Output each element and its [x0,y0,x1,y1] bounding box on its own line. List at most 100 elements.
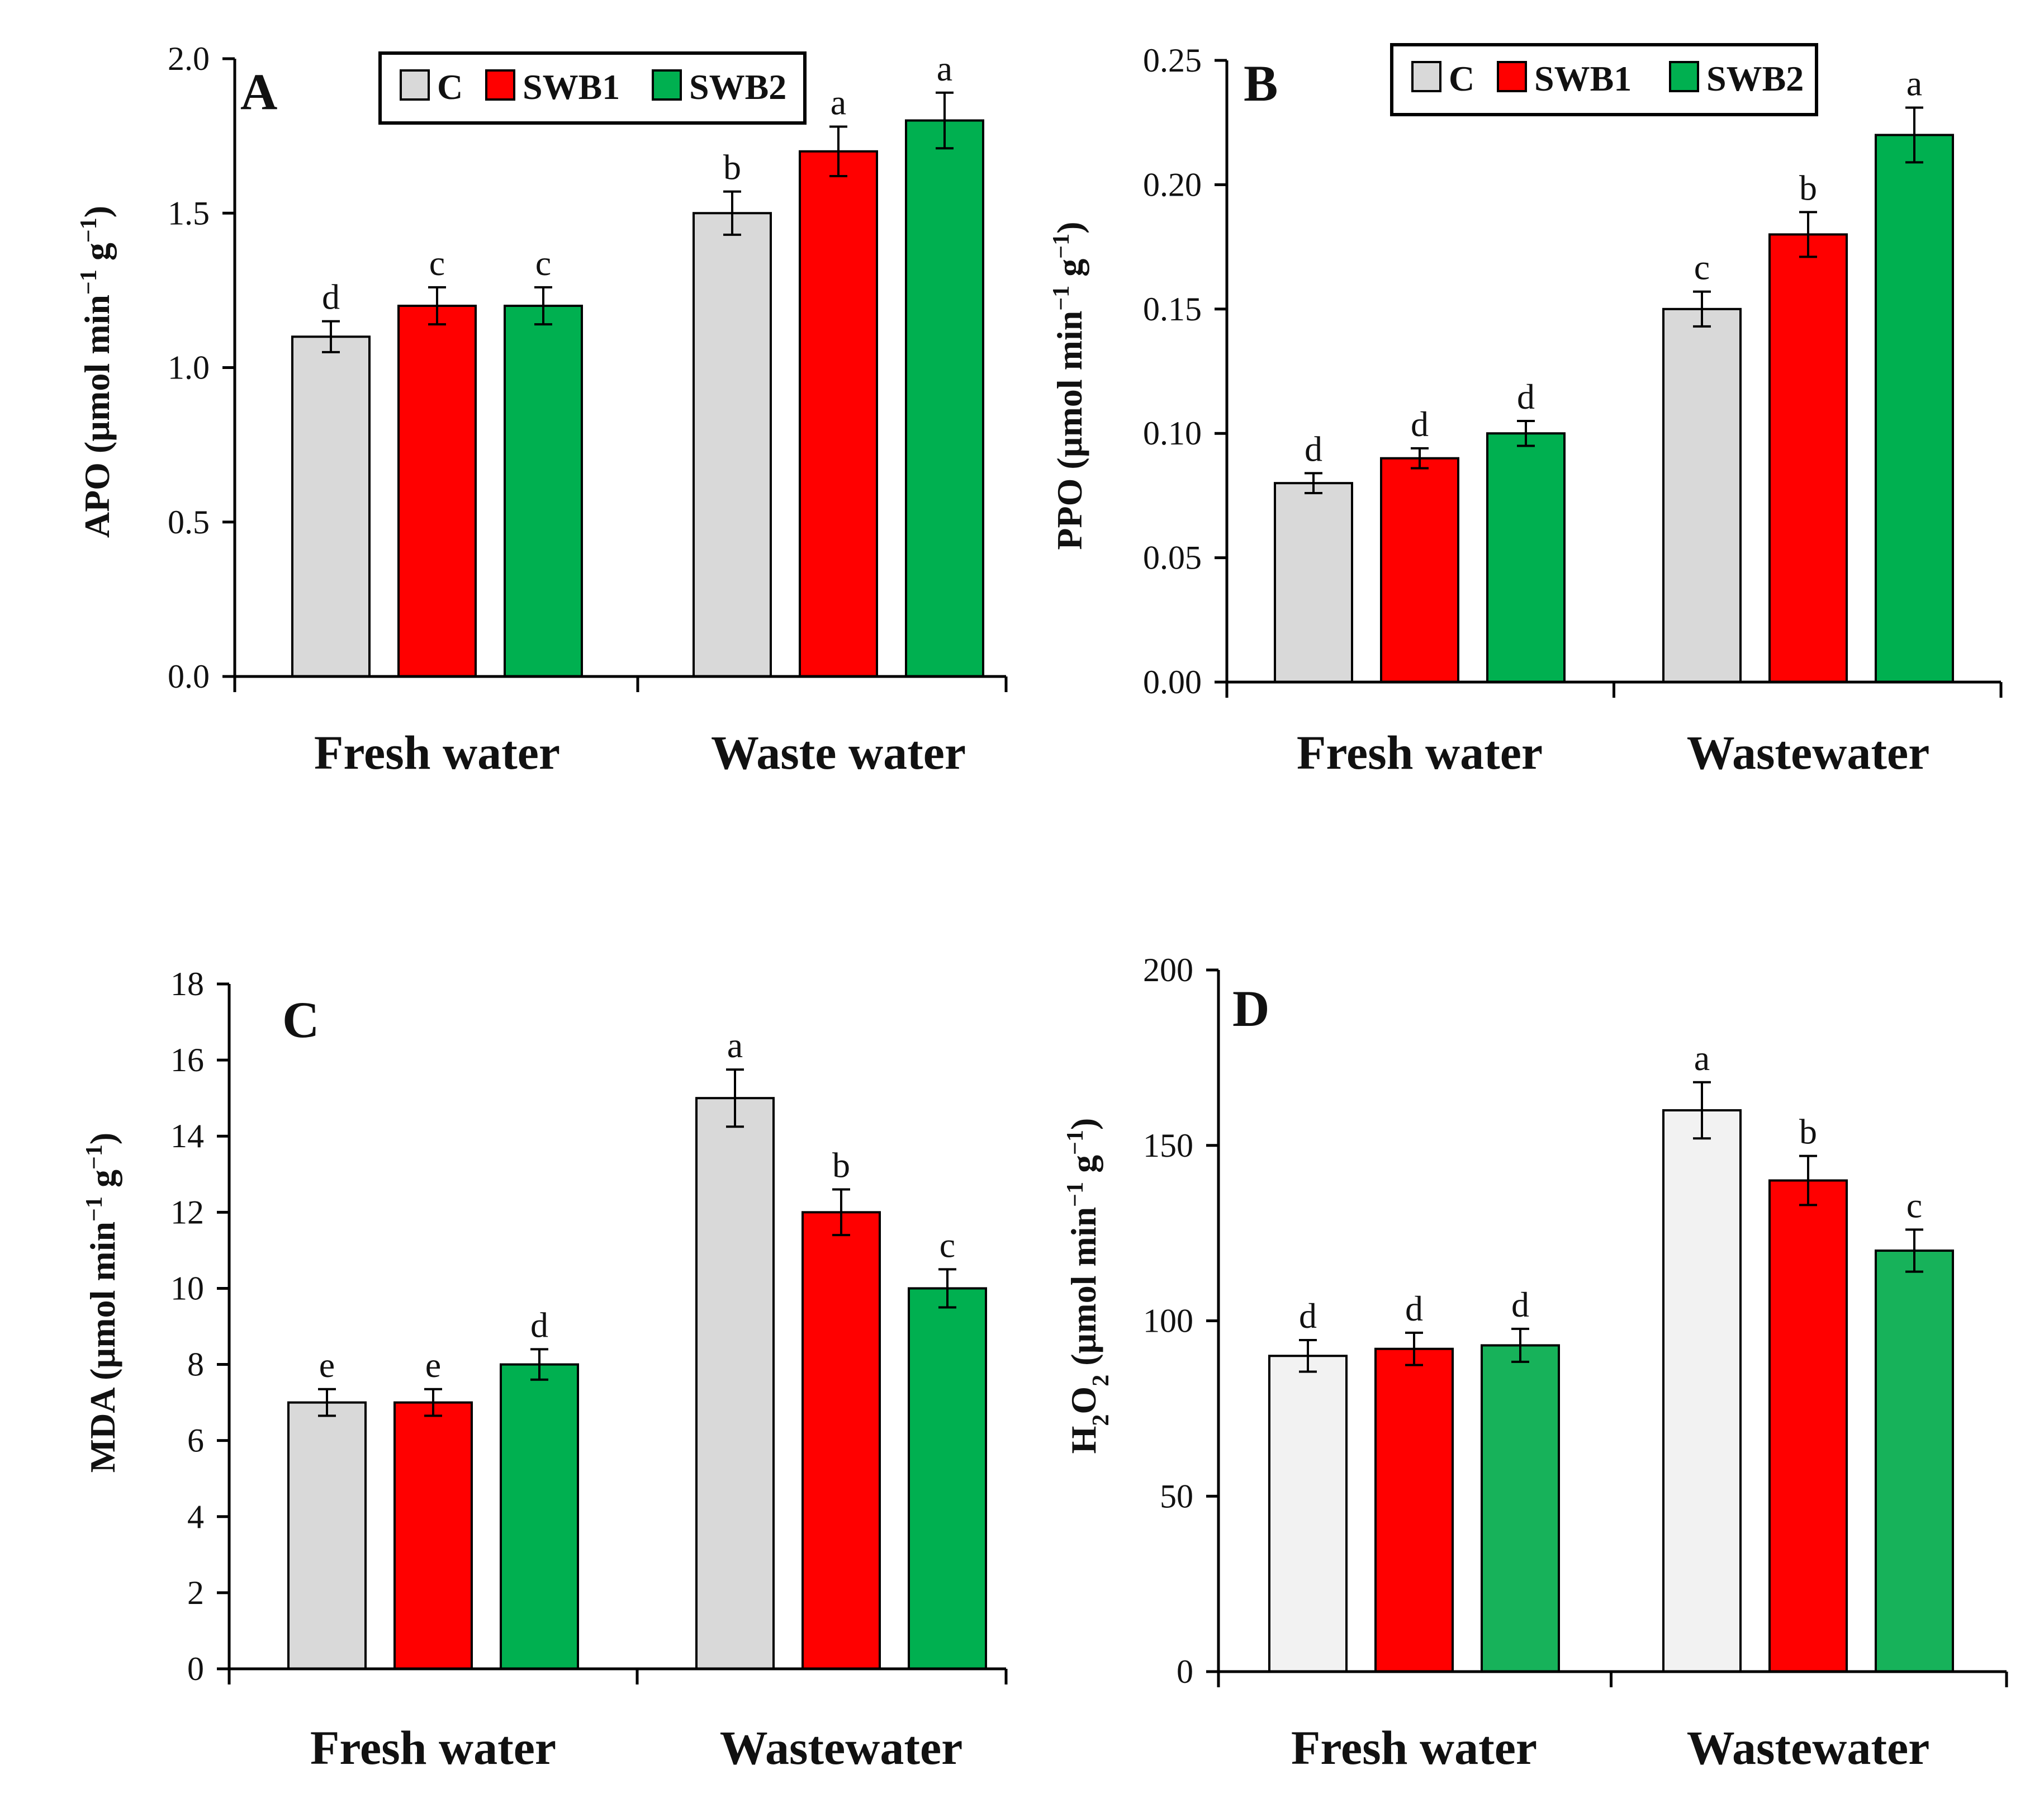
panel-a-sig-label-swb1-1: a [831,83,846,122]
panel-a-legend-swatch-swb2 [652,69,682,101]
panel-b-letter: B [1244,55,1278,112]
panel-a-bar-swb1-1 [799,150,878,678]
panel-b-legend-label-swb2: SWB2 [1706,59,1804,98]
panel-d-bar-swb2-0 [1481,1344,1560,1673]
panel-d-sig-label-swb2-0: d [1511,1285,1529,1324]
panel-c-sig-label-swb2-1: c [940,1225,955,1265]
panel-c-y-axis-label: MDA (µmol min−1 g−1) [82,1133,122,1473]
panel-b-y-tick-label-3: 0.15 [1143,291,1202,328]
panel-b-sig-label-swb1-1: b [1799,168,1817,207]
panel-d-sig-label-c-1: a [1694,1038,1710,1078]
panel-a-bar-c-0 [291,335,371,678]
panel-c-sig-label-swb1-1: b [832,1146,850,1185]
panel-b-legend-box [1390,43,1818,116]
panel-d-bar-c-1 [1662,1109,1742,1673]
panel-b-bar-c-0 [1274,482,1353,683]
panel-c-bar-swb1-0 [393,1401,473,1670]
panel-b-axes: 0.00 0.05 0.10 0.15 0.20 0.25 Fresh water Waste… [1143,42,2003,779]
panel-c-bar-c-0 [287,1401,367,1670]
panel-b-sig-label-swb1-0: d [1411,404,1429,444]
panel-d-bars: d a d b d c [1268,1038,1954,1673]
panel-b-category-label-1: Wastewater [1687,726,1930,779]
panel-a-legend-box [378,51,807,125]
panel-b-legend: C SWB1 SWB2 [1390,43,1818,116]
panel-a-letter: A [240,63,277,120]
panel-b-bar-swb1-1 [1768,233,1848,683]
panel-a-legend-label-c: C [437,67,463,107]
panel-a-legend-label-swb2: SWB2 [689,67,786,107]
panel-a-category-label-1: Waste water [711,726,966,779]
panel-d-y-tick-label-4: 200 [1143,952,1193,988]
panel-c-category-label-0: Fresh water [310,1721,556,1774]
panel-a-y-tick-label-3: 1.5 [168,195,210,231]
panel-c-category-label-1: Wastewater [720,1721,963,1774]
panel-c-y-tick-label-1: 2 [187,1574,204,1611]
panel-a-y-tick-label-2: 1.0 [168,349,210,386]
panel-a-bars: d b c a c a [291,49,984,678]
panel-b-y-tick-label-2: 0.10 [1143,415,1202,452]
panel-c-y-tick-label-3: 6 [187,1422,204,1459]
panel-b-legend-swatch-swb1 [1497,61,1527,92]
panel-b-y-axis-label: PPO (µmol min−1 g−1) [1049,221,1089,550]
panel-b: d c d b d a 0.00 0.05 0.10 0.15 0.20 0.25 Fresh wat… [1049,42,2003,779]
panel-b-bar-swb2-1 [1875,134,1954,683]
panel-d-y-tick-label-1: 50 [1160,1478,1193,1515]
panel-d-bar-swb2-1 [1875,1250,1954,1673]
panel-d-sig-label-swb1-1: b [1799,1112,1817,1152]
panel-c-sig-label-swb2-0: d [530,1305,548,1345]
panel-b-sig-label-swb2-1: a [1907,64,1922,103]
panel-b-sig-label-c-0: d [1305,429,1322,469]
panel-d-category-label-1: Wastewater [1687,1721,1930,1774]
panel-b-bars: d c d b d a [1274,64,1954,683]
panel-a-bar-swb1-0 [397,305,477,678]
panel-a-axes: 0.0 0.5 1.0 1.5 2.0 Fresh water Waste water [168,40,1008,779]
panel-a-bar-swb2-0 [504,305,583,678]
panel-c-y-tick-label-7: 14 [170,1118,204,1154]
panel-c-y-tick-label-8: 16 [170,1042,204,1078]
panel-c-letter: C [282,991,319,1048]
panel-a: d b c a c a 0.0 0.5 1.0 1.5 2.0 Fresh water Waste w… [76,40,1008,779]
panel-a-category-label-0: Fresh water [314,726,560,779]
panel-b-category-label-0: Fresh water [1297,726,1543,779]
panel-d-category-label-0: Fresh water [1291,1721,1537,1774]
panel-b-y-tick-label-5: 0.25 [1143,42,1202,79]
panel-a-sig-label-c-1: b [723,148,741,187]
panel-a-y-tick-label-0: 0.0 [168,658,210,695]
panel-b-bar-swb2-0 [1486,432,1566,683]
panel-d-sig-label-swb2-1: c [1907,1185,1922,1225]
panel-c-sig-label-swb1-0: e [425,1345,441,1385]
panel-d-sig-label-c-0: d [1299,1296,1317,1336]
panel-d-y-tick-label-2: 100 [1143,1303,1193,1340]
panel-b-legend-swatch-c [1411,61,1441,92]
panel-b-sig-label-swb2-0: d [1517,377,1535,417]
panel-d-axes: 0 50 100 150 200 Fresh water Wastewater [1143,952,2008,1774]
panel-c-y-tick-label-5: 10 [170,1270,204,1307]
panel-c-bar-swb1-1 [802,1211,881,1670]
panel-c-y-tick-label-6: 12 [170,1194,204,1231]
panel-b-y-tick-label-0: 0.00 [1143,664,1202,701]
panel-a-legend-swatch-c [400,69,430,101]
panel-d-sig-label-swb1-0: d [1405,1289,1423,1328]
panel-d-y-axis-label: H2O2 (µmol min−1 g−1) [1063,1118,1114,1454]
panel-c-sig-label-c-0: e [319,1345,335,1385]
panel-d-y-tick-label-3: 150 [1143,1127,1193,1164]
panel-a-sig-label-c-0: d [322,277,340,317]
panel-c-bar-c-1 [695,1097,775,1670]
panel-b-legend-label-swb1: SWB1 [1534,59,1632,98]
panel-d-bar-swb1-1 [1768,1179,1848,1673]
panel-c-bar-swb2-0 [500,1363,579,1671]
panel-b-bar-swb1-0 [1380,457,1459,683]
panel-a-sig-label-swb1-0: c [429,243,445,283]
panel-b-bar-c-1 [1662,307,1742,683]
panel-a-sig-label-swb2-0: c [535,243,551,283]
panel-c-axes: 0 2 4 6 8 10 12 14 16 18 Fresh water Wastewater [170,966,1008,1774]
panel-a-bar-c-1 [693,212,772,678]
panel-d: d a d b d c 0 50 100 150 200 Fresh water Wastewater… [1063,952,2008,1774]
panel-a-bar-swb2-1 [905,119,984,678]
panel-a-legend-swatch-swb1 [485,69,515,101]
panel-c-bars: e a e b d c [287,1025,987,1671]
panel-c-sig-label-c-1: a [727,1025,743,1065]
panel-a-y-axis-label: APO (µmol min−1 g−1) [76,206,117,538]
panel-c-y-tick-label-4: 8 [187,1346,204,1383]
